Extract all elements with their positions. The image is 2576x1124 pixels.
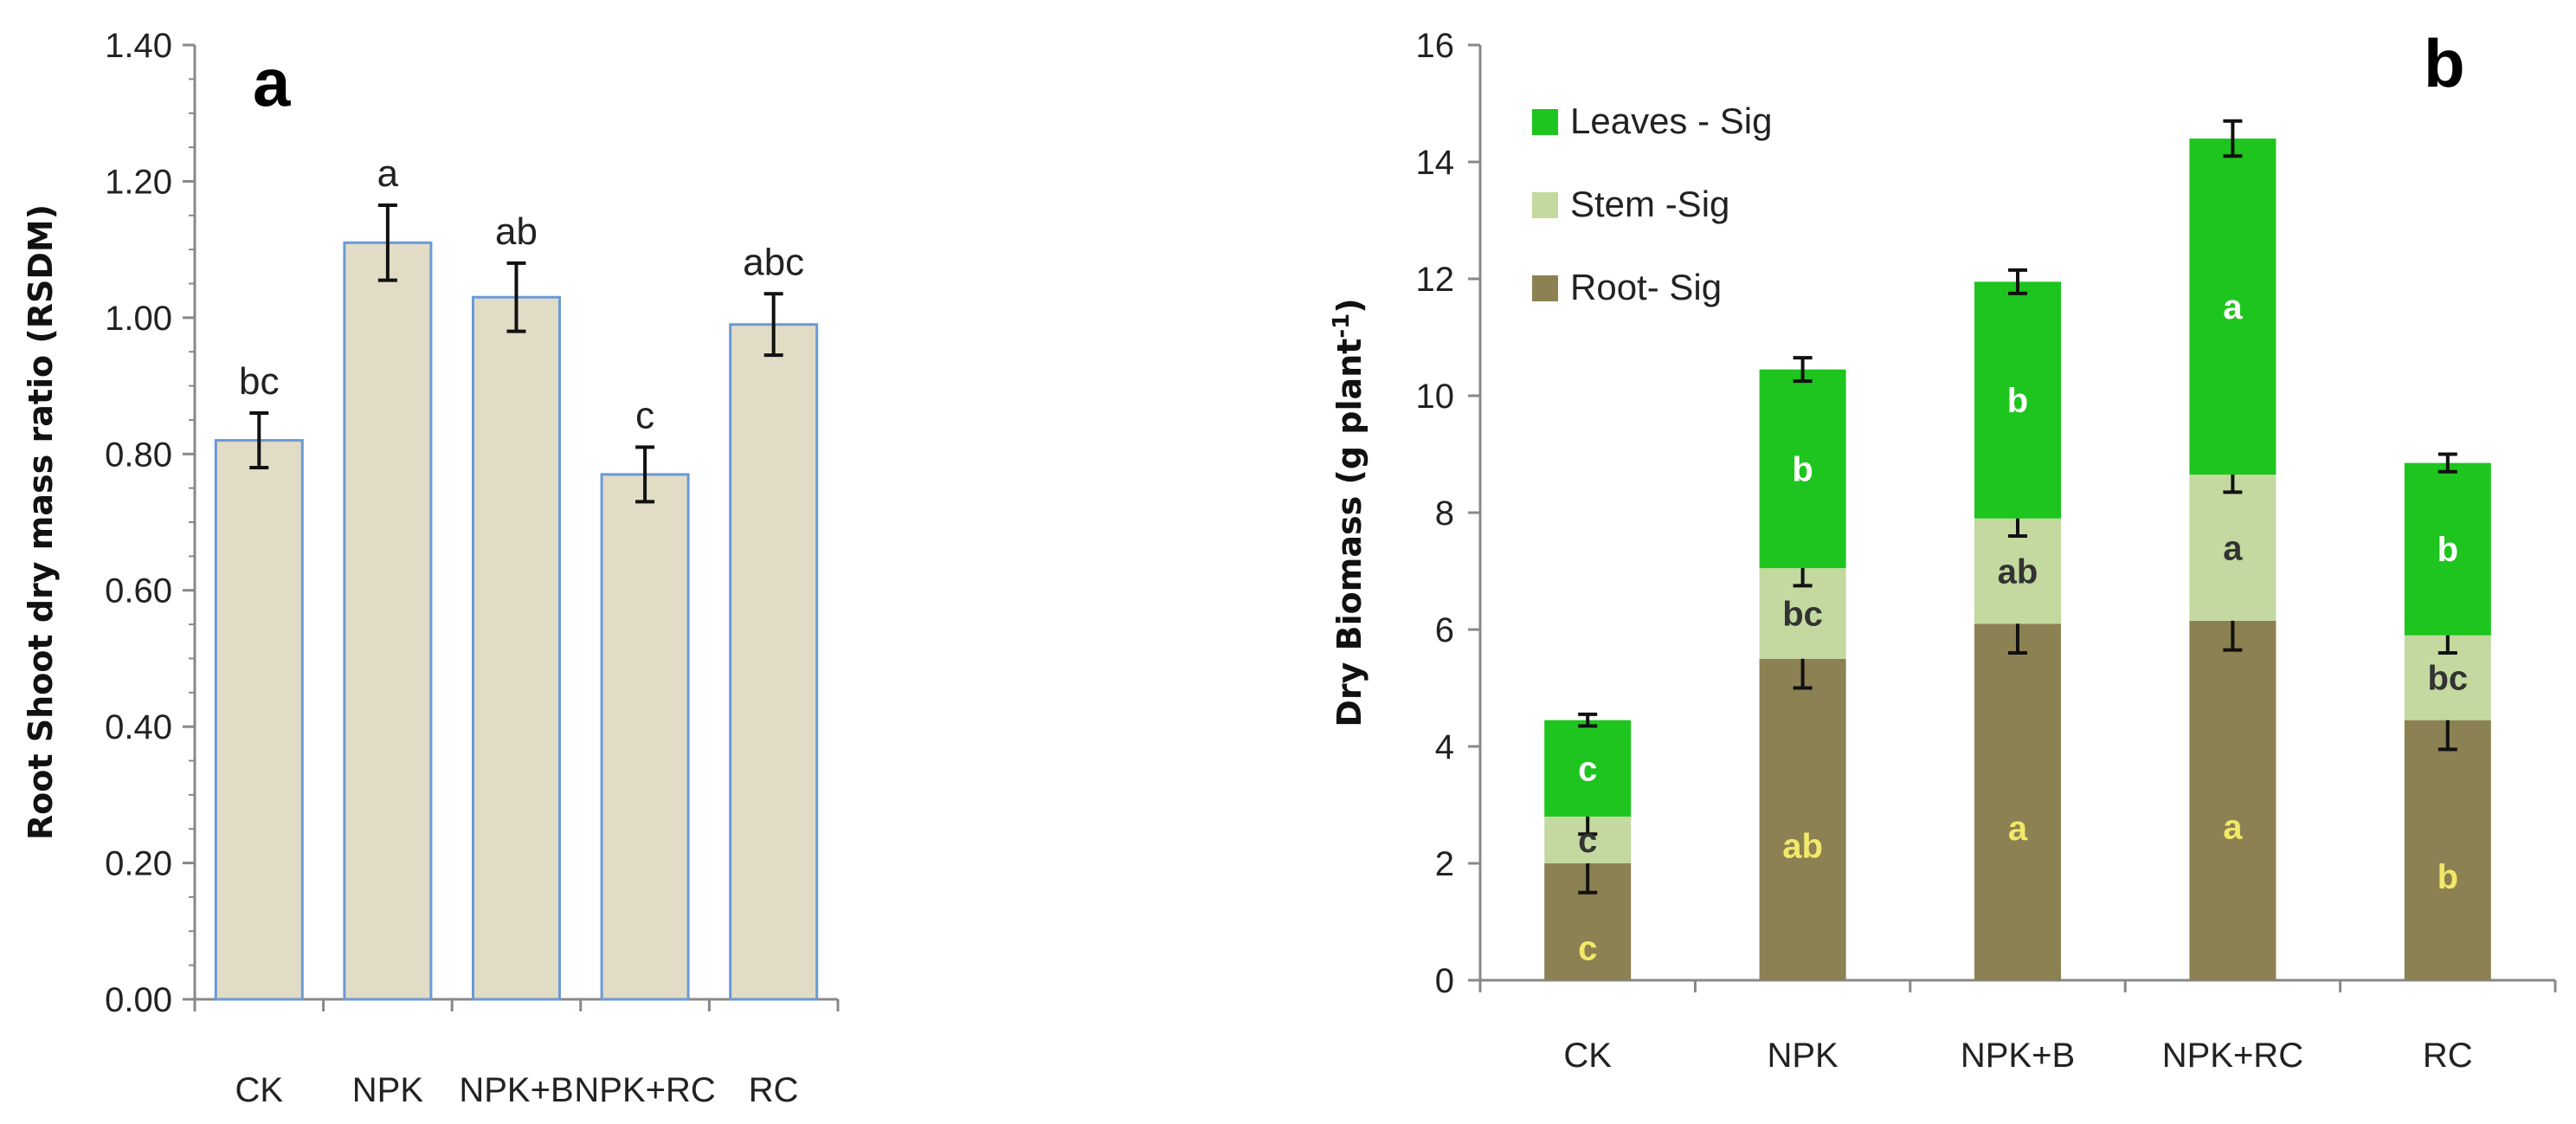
significance-label: b (2438, 531, 2458, 569)
x-tick-label: NPK+B (1961, 1037, 2075, 1075)
significance-label: bc (239, 360, 279, 403)
significance-label: a (2223, 808, 2243, 846)
significance-label: ab (1998, 553, 2038, 591)
legend-label: Stem -Sig (1570, 184, 1729, 224)
bar-segment-NPK+RC-Root- Sig (2189, 620, 2277, 980)
significance-label: abc (743, 241, 804, 283)
significance-label: c (635, 394, 654, 436)
x-tick-label: NPK+B (459, 1071, 573, 1109)
legend-label: Leaves - Sig (1570, 100, 1772, 141)
legend: Leaves - Sig Stem -Sig Root- Sig (1532, 100, 1772, 307)
bar-segment-NPK-Leaves - Sig (1759, 369, 1846, 569)
panel-a-chart: 0.00 0.20 0.40 0.60 0.80 1.00 1.20 1.40 Root Sho… (22, 27, 840, 1109)
significance-label: bc (1782, 595, 1823, 633)
significance-label: a (2008, 810, 2028, 848)
legend-swatch (1532, 192, 1558, 218)
bar-segment-NPK+RC-Leaves - Sig (2189, 139, 2277, 475)
x-tick-label: NPK (352, 1071, 424, 1109)
bar-RC (729, 323, 819, 1001)
y-axis-label: Root Shoot dry mass ratio (RSDM) (22, 204, 60, 840)
significance-label: ab (1782, 827, 1823, 865)
bar-NPK+B (472, 295, 561, 1001)
y-tick-label: 0 (1435, 962, 1454, 1000)
significance-label: c (1578, 930, 1597, 968)
bar-NPK+RC (600, 473, 690, 1001)
bar-segment-NPK+RC-Stem -Sig (2189, 475, 2277, 621)
y-tick-label: 0.40 (105, 708, 172, 746)
significance-label: b (2438, 858, 2458, 896)
significance-label: b (1792, 450, 1813, 488)
bar-segment-CK-Leaves - Sig (1544, 720, 1632, 817)
x-tick-label: NPK+RC (574, 1071, 715, 1109)
y-tick-label: 2 (1435, 845, 1454, 883)
y-tick-label: 4 (1435, 728, 1454, 766)
y-tick-label: 8 (1435, 494, 1454, 533)
panel-label-b: b (2424, 25, 2465, 101)
legend-label: Root- Sig (1570, 267, 1722, 307)
y-axis-label: Dry Biomass (g plant-1) (1329, 298, 1368, 727)
significance-label: a (377, 152, 399, 195)
x-tick-label: RC (2423, 1037, 2473, 1075)
bar-segment-NPK+B-Root- Sig (1974, 623, 2061, 980)
bar-segment-RC-Leaves - Sig (2404, 462, 2491, 636)
significance-label: bc (2427, 660, 2468, 698)
x-tick-label: RC (749, 1071, 799, 1109)
y-tick-label: 0.20 (105, 845, 172, 883)
y-tick-label: 10 (1416, 378, 1455, 416)
bar-segment-NPK-Root- Sig (1759, 658, 1846, 980)
x-tick-label: CK (235, 1071, 284, 1109)
bar-CK (214, 439, 304, 1001)
significance-label: c (1578, 822, 1597, 860)
legend-swatch (1532, 275, 1558, 301)
x-tick-label: NPK+RC (2162, 1037, 2303, 1075)
significance-label: b (2007, 382, 2028, 420)
significance-label: c (1578, 750, 1597, 788)
significance-label: ab (495, 210, 538, 253)
bar-segment-RC-Root- Sig (2404, 720, 2491, 980)
bar-NPK (343, 241, 433, 1001)
y-tick-label: 12 (1416, 261, 1455, 299)
y-tick-label: 14 (1416, 144, 1455, 182)
bar-segment-NPK+B-Leaves - Sig (1974, 281, 2061, 519)
legend-swatch (1532, 109, 1558, 135)
panel-label-a: a (253, 44, 291, 120)
y-tick-label: 0.60 (105, 572, 172, 610)
y-tick-label: 1.20 (105, 163, 172, 201)
y-tick-label: 1.40 (105, 27, 172, 65)
significance-label: a (2223, 530, 2243, 568)
x-tick-label: CK (1563, 1037, 1612, 1075)
y-tick-label: 1.00 (105, 300, 172, 338)
y-tick-label: 0.00 (105, 981, 172, 1019)
significance-label: a (2223, 288, 2243, 326)
y-tick-label: 16 (1416, 27, 1455, 65)
x-tick-label: NPK (1767, 1037, 1839, 1075)
y-tick-label: 0.80 (105, 436, 172, 474)
y-tick-label: 6 (1435, 611, 1454, 649)
